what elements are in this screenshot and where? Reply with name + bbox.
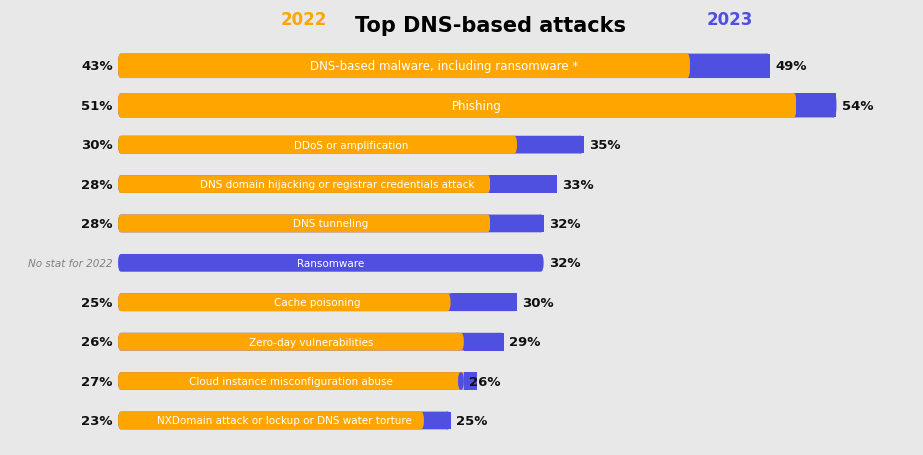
- FancyBboxPatch shape: [118, 215, 544, 233]
- Text: 27%: 27%: [81, 375, 113, 388]
- Text: 26%: 26%: [81, 335, 113, 349]
- FancyBboxPatch shape: [118, 176, 490, 193]
- Text: DNS tunneling: DNS tunneling: [294, 219, 368, 229]
- Text: DNS domain hijacking or registrar credentials attack: DNS domain hijacking or registrar creden…: [200, 180, 474, 190]
- Text: 2023: 2023: [707, 11, 753, 29]
- Text: 32%: 32%: [549, 217, 581, 230]
- FancyBboxPatch shape: [118, 294, 517, 311]
- Text: 28%: 28%: [81, 217, 113, 230]
- Bar: [797, 94, 836, 118]
- Text: 35%: 35%: [589, 139, 620, 152]
- Text: 23%: 23%: [81, 414, 113, 427]
- FancyBboxPatch shape: [118, 215, 490, 233]
- FancyBboxPatch shape: [118, 294, 450, 311]
- Text: DDoS or amplification: DDoS or amplification: [294, 140, 408, 150]
- Text: 26%: 26%: [469, 375, 500, 388]
- FancyBboxPatch shape: [118, 94, 797, 118]
- FancyBboxPatch shape: [458, 372, 464, 390]
- FancyBboxPatch shape: [538, 215, 544, 233]
- Bar: [517, 136, 583, 154]
- FancyBboxPatch shape: [497, 333, 504, 351]
- FancyBboxPatch shape: [118, 412, 424, 430]
- FancyBboxPatch shape: [764, 55, 770, 79]
- Text: 29%: 29%: [509, 335, 541, 349]
- Text: Top DNS-based attacks: Top DNS-based attacks: [355, 15, 626, 35]
- Text: No stat for 2022: No stat for 2022: [28, 258, 113, 268]
- Text: 54%: 54%: [842, 100, 873, 112]
- Text: 43%: 43%: [81, 60, 113, 73]
- Text: 30%: 30%: [522, 296, 554, 309]
- FancyBboxPatch shape: [118, 372, 477, 390]
- FancyBboxPatch shape: [118, 372, 464, 390]
- FancyBboxPatch shape: [118, 136, 583, 154]
- Text: 28%: 28%: [81, 178, 113, 191]
- FancyBboxPatch shape: [118, 333, 464, 351]
- Text: 25%: 25%: [81, 296, 113, 309]
- FancyBboxPatch shape: [118, 412, 450, 430]
- FancyBboxPatch shape: [118, 94, 836, 118]
- FancyBboxPatch shape: [118, 176, 557, 193]
- FancyBboxPatch shape: [445, 412, 450, 430]
- Bar: [450, 294, 517, 311]
- Text: 30%: 30%: [81, 139, 113, 152]
- FancyBboxPatch shape: [511, 294, 517, 311]
- Text: Cloud instance misconfiguration abuse: Cloud instance misconfiguration abuse: [189, 376, 393, 386]
- FancyBboxPatch shape: [578, 136, 583, 154]
- Text: Zero-day vulnerabilities: Zero-day vulnerabilities: [248, 337, 373, 347]
- FancyBboxPatch shape: [118, 333, 504, 351]
- Text: Ransomware: Ransomware: [297, 258, 365, 268]
- Text: 25%: 25%: [456, 414, 487, 427]
- Text: 49%: 49%: [775, 60, 807, 73]
- FancyBboxPatch shape: [118, 55, 690, 79]
- Text: NXDomain attack or lockup or DNS water torture: NXDomain attack or lockup or DNS water t…: [157, 415, 412, 425]
- Text: 32%: 32%: [549, 257, 581, 270]
- Text: 33%: 33%: [562, 178, 593, 191]
- FancyBboxPatch shape: [118, 136, 517, 154]
- Bar: [490, 176, 557, 193]
- Text: Cache poisoning: Cache poisoning: [274, 298, 361, 308]
- Text: 51%: 51%: [81, 100, 113, 112]
- Bar: [424, 412, 450, 430]
- Bar: [690, 55, 770, 79]
- Bar: [464, 333, 504, 351]
- FancyBboxPatch shape: [118, 55, 770, 79]
- FancyBboxPatch shape: [831, 94, 836, 118]
- Text: 2022: 2022: [281, 11, 328, 29]
- Bar: [490, 215, 544, 233]
- Text: Phishing: Phishing: [452, 100, 502, 112]
- FancyBboxPatch shape: [118, 254, 544, 272]
- Text: DNS-based malware, including ransomware *: DNS-based malware, including ransomware …: [310, 60, 578, 73]
- FancyBboxPatch shape: [551, 176, 557, 193]
- Bar: [464, 372, 477, 390]
